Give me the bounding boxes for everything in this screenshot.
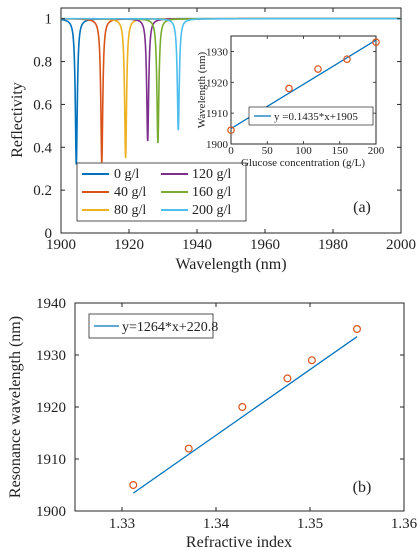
panel-b-label: (b) — [353, 479, 372, 496]
panel-a-ytick-label: 0.4 — [33, 140, 52, 156]
panel-a-series-group — [60, 17, 401, 165]
panel-b-xtick-label: 1.36 — [391, 516, 418, 532]
inset-data-point — [314, 65, 322, 73]
panel-a-xtick-label: 1980 — [318, 237, 348, 253]
panel-b-points-group — [129, 325, 362, 490]
panel-b-ytick-label: 1910 — [36, 452, 66, 468]
panel-b-xtick-label: 1.33 — [109, 516, 135, 532]
panel-b-ylabel: Resonance wavelength (nm) — [7, 316, 24, 498]
panel-b-data-point — [129, 481, 138, 490]
legend-entry-0: 0 g/l — [114, 167, 139, 182]
panel-a-xlabel: Wavelength (nm) — [175, 256, 286, 273]
panel-a-xtick-label: 1900 — [46, 237, 76, 253]
panel-b-data-point — [307, 356, 316, 365]
panel-a-xtick-label: 2000 — [386, 237, 416, 253]
panel-a-ytick-label: 1 — [45, 12, 53, 28]
panel-a-legend: 0 g/l 40 g/l 80 g/l 120 g/l 160 g/l 200 … — [76, 162, 247, 222]
inset-xlabel: Glucose concentration (g/L) — [241, 157, 365, 169]
panel-a-xtick-label: 1940 — [182, 237, 212, 253]
inset-xtick-label: 200 — [368, 145, 385, 157]
inset-xtick-label: 0 — [228, 145, 234, 157]
inset-ytick-label: 1920 — [206, 77, 229, 89]
inset-ytick-label: 1900 — [206, 139, 229, 151]
legend-entry-4: 160 g/l — [192, 185, 231, 200]
panel-a-ytick-label: 0 — [45, 226, 53, 242]
panel-b-fit-line — [132, 336, 358, 494]
legend-entry-2: 80 g/l — [114, 203, 146, 218]
panel-b-ytick-label: 1900 — [36, 504, 66, 520]
panel-b-ticks — [75, 302, 405, 512]
legend-entry-5: 200 g/l — [192, 203, 231, 218]
panel-a: 1900 1920 1940 1960 1980 2000 0 0.2 0.4 … — [9, 7, 416, 273]
inset-xtick-label: 50 — [262, 145, 274, 157]
panel-a-ytick-label: 0.2 — [33, 183, 52, 199]
series-line-200-g-l — [61, 17, 401, 131]
panel-b-xtick-label: 1.35 — [297, 516, 323, 532]
legend-entry-1: 40 g/l — [114, 185, 146, 200]
panel-b-legend: y=1264*x+220.8 — [88, 313, 218, 339]
panel-a-xtick-label: 1920 — [114, 237, 144, 253]
inset-ytick-label: 1910 — [206, 108, 229, 120]
inset-xtick-label: 150 — [332, 145, 349, 157]
panel-b-xlabel: Refractive index — [186, 534, 292, 550]
inset-data-point — [343, 55, 351, 63]
panel-a-legend-swatches — [82, 173, 188, 211]
inset-frame — [230, 35, 377, 145]
panel-b: 1.33 1.34 1.35 1.36 1900 1910 1920 1930 … — [7, 296, 418, 550]
inset-data-point — [372, 38, 380, 46]
inset-ticks — [230, 36, 377, 145]
panel-b-data-point — [353, 325, 362, 334]
inset-fit-label: y =0.1435*x+1905 — [274, 111, 358, 123]
panel-a-ticks — [60, 8, 402, 234]
panel-b-ytick-label: 1920 — [36, 400, 66, 416]
inset-legend-box — [248, 106, 374, 126]
inset-data-point — [227, 126, 235, 134]
panel-b-ytick-label: 1940 — [36, 296, 66, 312]
panel-b-data-point — [283, 374, 292, 383]
panel-b-data-point — [238, 403, 247, 412]
panel-b-data-point — [184, 444, 193, 453]
panel-a-ylabel: Reflectivity — [9, 82, 26, 158]
inset-ytick-label: 1930 — [206, 46, 229, 58]
panel-a-label: (a) — [353, 199, 371, 216]
inset-data-point — [285, 84, 293, 93]
legend-entry-3: 120 g/l — [192, 167, 231, 182]
panel-b-fit-label: y=1264*x+220.8 — [122, 320, 218, 335]
inset-legend: y =0.1435*x+1905 — [248, 106, 374, 126]
panel-b-ytick-label: 1930 — [36, 348, 66, 364]
inset-xtick-label: 100 — [295, 145, 312, 157]
inset-ylabel: Wavelength (nm) — [196, 51, 208, 128]
inset-plot: 0 50 100 150 200 1900 1910 1920 1930 Glu… — [196, 35, 385, 169]
panel-b-xtick-label: 1.34 — [203, 516, 230, 532]
panel-a-xtick-label: 1960 — [250, 237, 280, 253]
panel-a-ytick-label: 0.8 — [33, 55, 52, 71]
panel-a-ytick-label: 0.6 — [33, 97, 52, 113]
